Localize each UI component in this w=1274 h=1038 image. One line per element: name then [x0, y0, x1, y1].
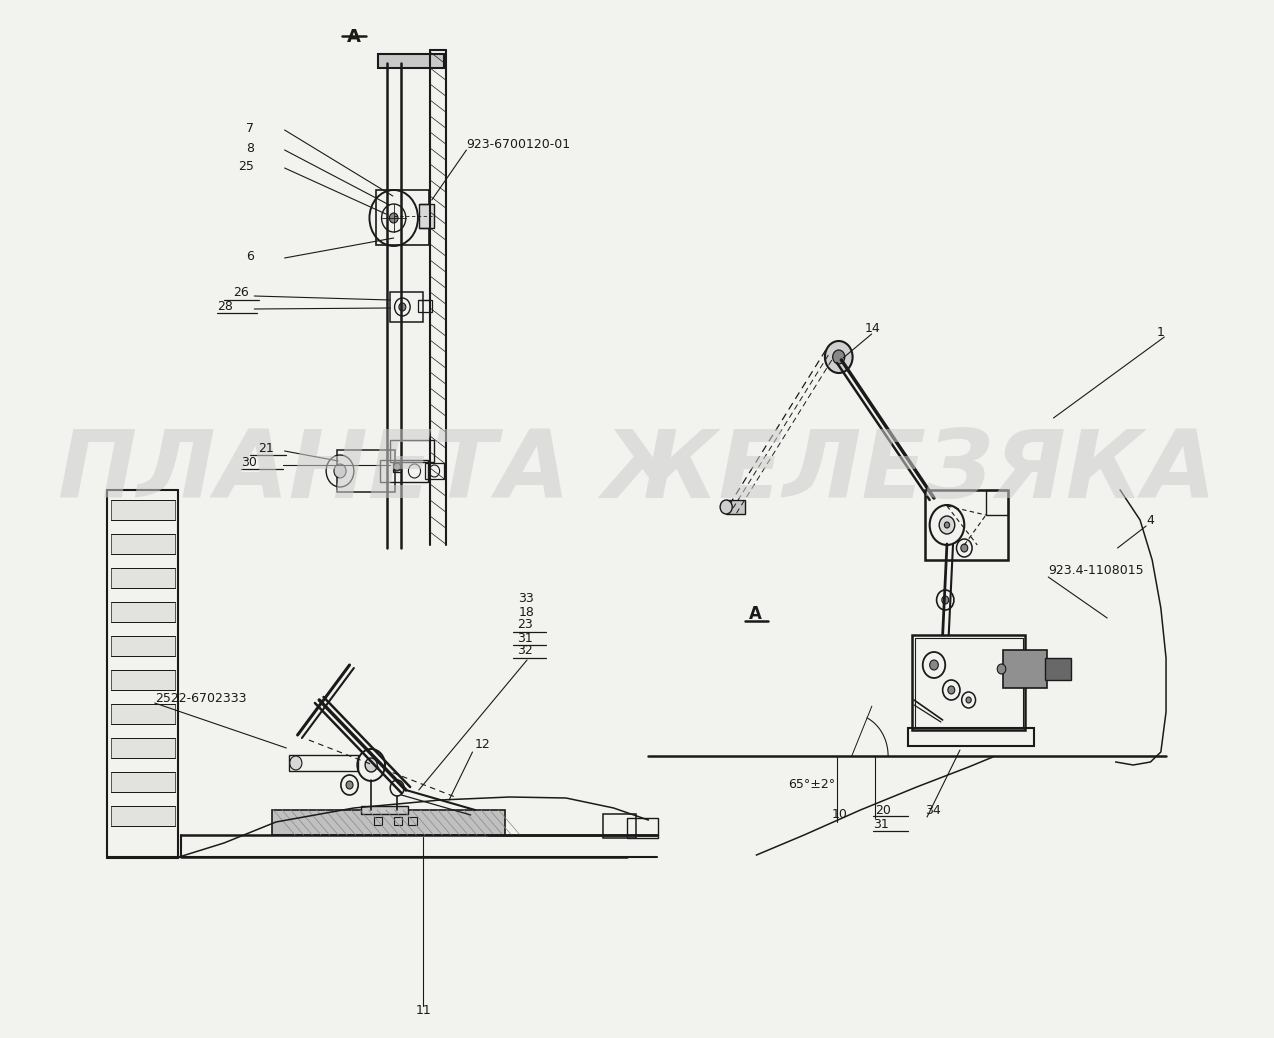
- Circle shape: [948, 686, 954, 694]
- Text: 11: 11: [415, 1004, 431, 1016]
- Circle shape: [961, 544, 968, 552]
- Text: 10: 10: [832, 809, 847, 821]
- Text: 26: 26: [233, 286, 248, 300]
- Circle shape: [390, 213, 397, 223]
- Text: 923-6700120-01: 923-6700120-01: [466, 137, 571, 151]
- Bar: [419, 204, 434, 228]
- Bar: [111, 772, 175, 792]
- Text: 12: 12: [475, 738, 490, 752]
- Text: 31: 31: [874, 818, 889, 830]
- Bar: [361, 805, 409, 814]
- Circle shape: [944, 522, 949, 528]
- Bar: [912, 635, 1024, 730]
- Text: 21: 21: [259, 441, 274, 455]
- Circle shape: [998, 664, 1006, 674]
- Bar: [111, 568, 175, 588]
- Circle shape: [966, 696, 971, 703]
- Circle shape: [347, 781, 353, 789]
- Text: 4: 4: [1147, 514, 1154, 526]
- Circle shape: [289, 756, 302, 770]
- Text: А: А: [347, 28, 361, 46]
- Text: 32: 32: [517, 645, 533, 657]
- Bar: [111, 636, 175, 656]
- Text: 2522-6702333: 2522-6702333: [154, 691, 246, 705]
- Text: 28: 28: [217, 300, 233, 313]
- Circle shape: [334, 464, 347, 479]
- Text: 23: 23: [517, 619, 533, 631]
- Bar: [111, 805, 175, 826]
- Circle shape: [366, 758, 377, 772]
- Text: 25: 25: [238, 161, 255, 173]
- Text: 65°±2°: 65°±2°: [789, 778, 836, 792]
- Bar: [392, 462, 401, 472]
- Bar: [111, 534, 175, 554]
- Text: 34: 34: [925, 803, 941, 817]
- Text: 14: 14: [865, 322, 880, 334]
- Text: 1: 1: [1157, 326, 1164, 338]
- Bar: [986, 490, 1008, 515]
- Bar: [390, 440, 433, 462]
- Bar: [603, 814, 636, 838]
- Bar: [925, 490, 1008, 559]
- Text: 7: 7: [246, 121, 255, 135]
- Bar: [271, 810, 506, 835]
- Bar: [409, 817, 417, 825]
- Circle shape: [930, 660, 939, 670]
- Bar: [394, 817, 403, 825]
- Bar: [908, 728, 1033, 746]
- Bar: [111, 704, 175, 723]
- Circle shape: [939, 516, 954, 534]
- Text: ПЛАНЕТА ЖЕЛЕЗЯКА: ПЛАНЕТА ЖЕЛЕЗЯКА: [57, 426, 1217, 518]
- Bar: [111, 670, 175, 690]
- Bar: [424, 463, 443, 479]
- Text: 30: 30: [241, 457, 257, 469]
- Bar: [925, 490, 1008, 559]
- Bar: [1045, 658, 1070, 680]
- Text: 18: 18: [519, 606, 534, 620]
- Circle shape: [941, 596, 949, 604]
- Bar: [373, 817, 382, 825]
- Text: 6: 6: [246, 250, 255, 264]
- Bar: [376, 190, 429, 245]
- Bar: [627, 818, 657, 838]
- Circle shape: [394, 463, 400, 471]
- Text: А: А: [749, 605, 762, 623]
- Circle shape: [720, 500, 733, 514]
- Bar: [111, 500, 175, 520]
- Text: 20: 20: [875, 803, 891, 817]
- Bar: [111, 738, 175, 758]
- Bar: [390, 292, 423, 322]
- Bar: [336, 450, 395, 492]
- Bar: [289, 755, 358, 771]
- Bar: [380, 460, 428, 482]
- Text: 8: 8: [246, 141, 255, 155]
- Bar: [726, 500, 745, 514]
- Bar: [1003, 650, 1046, 688]
- Bar: [915, 638, 1023, 728]
- Bar: [111, 602, 175, 622]
- Text: 33: 33: [519, 592, 534, 604]
- Text: 31: 31: [517, 631, 533, 645]
- Bar: [418, 300, 432, 312]
- Circle shape: [399, 303, 406, 311]
- Bar: [378, 54, 443, 69]
- Circle shape: [833, 350, 845, 364]
- Circle shape: [824, 342, 852, 373]
- Text: 923.4-1108015: 923.4-1108015: [1049, 564, 1144, 576]
